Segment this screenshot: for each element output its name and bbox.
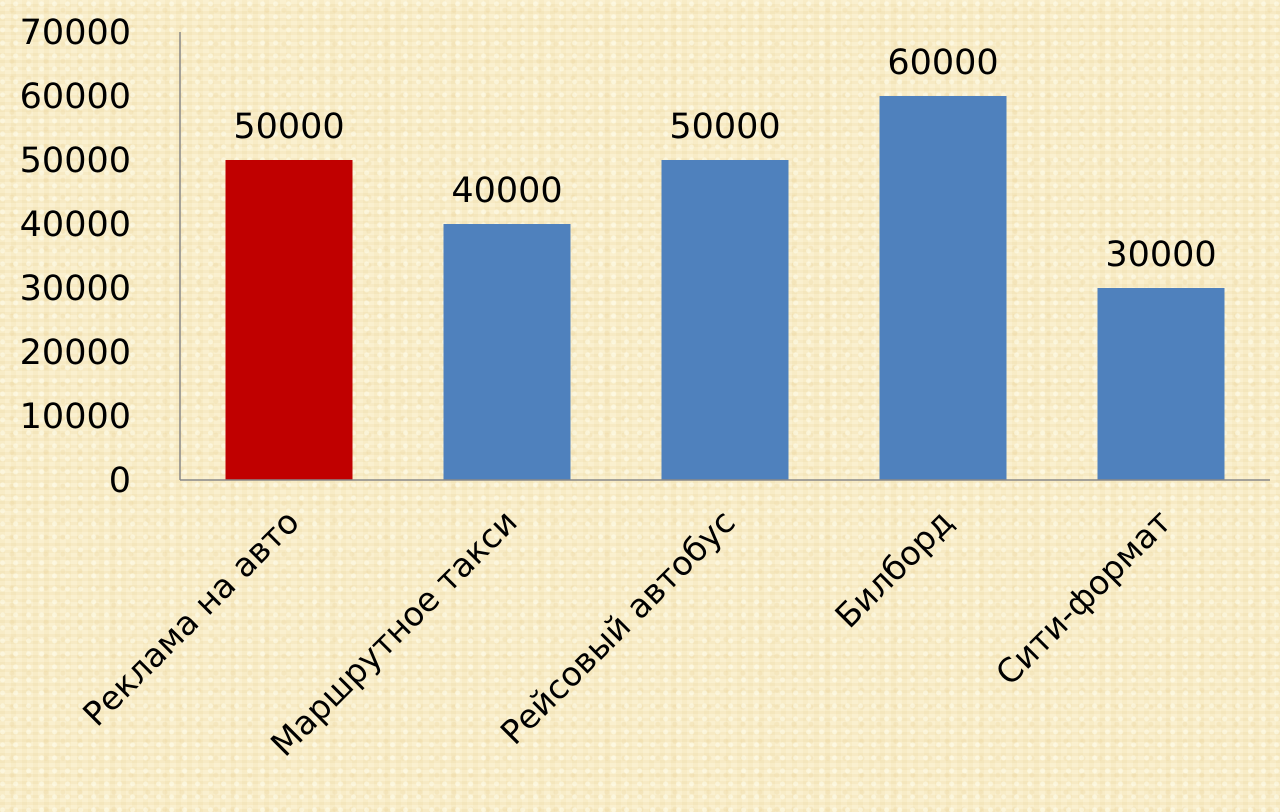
bar	[443, 224, 571, 480]
bars	[225, 96, 1225, 480]
y-tick-label: 60000	[20, 77, 131, 117]
data-labels: 50000 40000 50000 60000 30000	[233, 43, 1216, 275]
data-label: 60000	[887, 43, 998, 83]
y-tick-label: 50000	[20, 141, 131, 181]
x-category-label: Реклама на авто	[75, 502, 307, 734]
data-label: 50000	[669, 107, 780, 147]
y-tick-label: 40000	[20, 205, 131, 245]
x-category-label: Рейсовый автобус	[493, 502, 743, 752]
bar	[879, 96, 1007, 480]
y-tick-label: 70000	[20, 13, 131, 53]
x-category-label: Сити-формат	[988, 502, 1179, 693]
data-label: 30000	[1105, 235, 1216, 275]
data-label: 40000	[451, 171, 562, 211]
x-category-label: Маршрутное такси	[263, 502, 525, 764]
bar	[1097, 288, 1225, 480]
y-tick-label: 30000	[20, 269, 131, 309]
y-tick-label: 0	[109, 461, 131, 501]
data-label: 50000	[233, 107, 344, 147]
bar	[661, 160, 789, 480]
y-tick-label: 10000	[20, 397, 131, 437]
x-category-label: Билборд	[827, 502, 960, 635]
bar	[225, 160, 353, 480]
y-axis: 0 10000 20000 30000 40000 50000 60000 70000	[20, 13, 181, 501]
y-tick-label: 20000	[20, 333, 131, 373]
